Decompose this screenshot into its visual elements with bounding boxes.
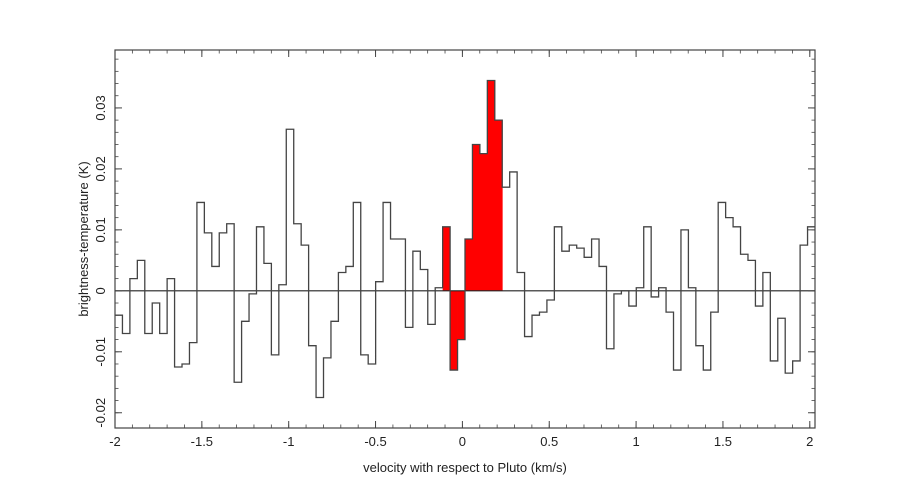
highlight-bin	[457, 290, 466, 340]
y-axis-label: brightness-temperature (K)	[76, 161, 91, 316]
highlight-layer	[442, 80, 503, 371]
x-tick-label: -2	[109, 434, 121, 449]
y-tick-label: 0.02	[93, 156, 108, 181]
x-tick-label: 2	[806, 434, 813, 449]
x-tick-label: 0.5	[540, 434, 558, 449]
y-tick-label: 0.03	[93, 95, 108, 120]
x-axis-label: velocity with respect to Pluto (km/s)	[363, 460, 567, 475]
x-tick-label: 1	[632, 434, 639, 449]
spectrum-step-line	[115, 79, 815, 399]
x-tick-label: -1.5	[191, 434, 213, 449]
highlight-bin	[494, 120, 503, 291]
highlight-bin	[450, 290, 458, 371]
x-tick-label: 0	[459, 434, 466, 449]
highlight-bin	[442, 226, 451, 291]
y-axis-ticks: -0.02 -0.01 0 0.01 0.02 0.03	[93, 58, 815, 428]
highlight-bin	[472, 144, 481, 291]
highlight-bin	[479, 153, 488, 291]
highlight-bin	[487, 80, 496, 291]
x-axis-ticks: -2 -1.5 -1 -0.5 0 0.5 1 1.5 2	[109, 50, 813, 449]
x-tick-label: 1.5	[714, 434, 732, 449]
x-tick-label: -0.5	[364, 434, 386, 449]
plot-frame	[114, 49, 816, 429]
y-tick-label: 0	[93, 287, 108, 294]
x-tick-label: -1	[283, 434, 295, 449]
y-tick-label: -0.01	[93, 337, 108, 367]
y-tick-label: 0.01	[93, 217, 108, 242]
y-tick-label: -0.02	[93, 398, 108, 428]
highlight-bin	[465, 239, 473, 291]
